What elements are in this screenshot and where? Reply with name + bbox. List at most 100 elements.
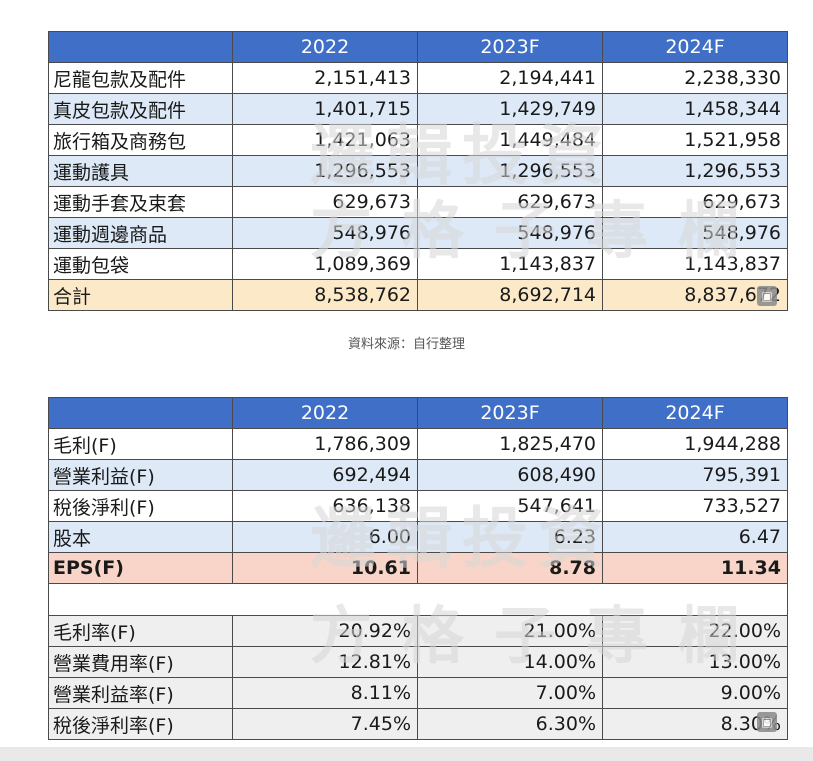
cell-value: 1,421,063 bbox=[232, 124, 418, 156]
row-label: 合計 bbox=[48, 279, 233, 311]
cell-value: 1,458,344 bbox=[602, 93, 788, 125]
row-label: 運動包袋 bbox=[48, 248, 233, 280]
table-row: 稅後淨利(F) 636,138 547,641 733,527 bbox=[48, 490, 788, 522]
product-revenue-table: 2022 2023F 2024F 尼龍包款及配件 2,151,413 2,194… bbox=[48, 31, 788, 311]
spacer-cell bbox=[48, 583, 788, 616]
cell-value: 8.11% bbox=[232, 677, 418, 709]
financial-forecast-table: 2022 2023F 2024F 毛利(F) 1,786,309 1,825,4… bbox=[48, 397, 788, 740]
table-row: 真皮包款及配件 1,401,715 1,429,749 1,458,344 bbox=[48, 93, 788, 125]
cell-value: 1,143,837 bbox=[417, 248, 603, 280]
spacer-row bbox=[48, 583, 788, 616]
row-label: 尼龍包款及配件 bbox=[48, 62, 233, 94]
cell-value: 548,976 bbox=[232, 217, 418, 249]
table-row: 毛利(F) 1,786,309 1,825,470 1,944,288 bbox=[48, 428, 788, 460]
header-cell: 2023F bbox=[417, 397, 603, 429]
cell-value: 12.81% bbox=[232, 646, 418, 678]
row-label: 旅行箱及商務包 bbox=[48, 124, 233, 156]
row-label: 營業利益率(F) bbox=[48, 677, 233, 709]
cell-value: 6.30% bbox=[417, 708, 603, 740]
cell-value: 22.00% bbox=[602, 615, 788, 647]
cell-value: 548,976 bbox=[602, 217, 788, 249]
table-row: 運動包袋 1,089,369 1,143,837 1,143,837 bbox=[48, 248, 788, 280]
cell-value: 1,429,749 bbox=[417, 93, 603, 125]
row-label: 稅後淨利率(F) bbox=[48, 708, 233, 740]
table-header-row: 2022 2023F 2024F bbox=[48, 397, 788, 429]
cell-value: 8,538,762 bbox=[232, 279, 418, 311]
cell-value: 14.00% bbox=[417, 646, 603, 678]
row-label: 運動護具 bbox=[48, 155, 233, 187]
row-label: 運動週邊商品 bbox=[48, 217, 233, 249]
cell-value: 1,089,369 bbox=[232, 248, 418, 280]
table-row: 毛利率(F) 20.92% 21.00% 22.00% bbox=[48, 615, 788, 647]
cell-value: 1,296,553 bbox=[232, 155, 418, 187]
cell-value: 795,391 bbox=[602, 459, 788, 491]
cell-value: 1,521,958 bbox=[602, 124, 788, 156]
cell-value: 6.47 bbox=[602, 521, 788, 553]
cell-value: 692,494 bbox=[232, 459, 418, 491]
cell-value: 636,138 bbox=[232, 490, 418, 522]
cell-value: 20.92% bbox=[232, 615, 418, 647]
cell-value: 7.45% bbox=[232, 708, 418, 740]
header-cell: 2022 bbox=[232, 397, 418, 429]
cell-value: 7.00% bbox=[417, 677, 603, 709]
cell-value: 6.00 bbox=[232, 521, 418, 553]
cell-value: 1,401,715 bbox=[232, 93, 418, 125]
table-row: 運動手套及束套 629,673 629,673 629,673 bbox=[48, 186, 788, 218]
cell-value: 1,786,309 bbox=[232, 428, 418, 460]
table-row: 運動週邊商品 548,976 548,976 548,976 bbox=[48, 217, 788, 249]
cell-value: 629,673 bbox=[232, 186, 418, 218]
cell-value: 11.34 bbox=[602, 552, 788, 584]
table-row: 營業利益(F) 692,494 608,490 795,391 bbox=[48, 459, 788, 491]
table-header-row: 2022 2023F 2024F bbox=[48, 31, 788, 63]
cell-value: 13.00% bbox=[602, 646, 788, 678]
table-row: 營業費用率(F) 12.81% 14.00% 13.00% bbox=[48, 646, 788, 678]
eps-row: EPS(F) 10.61 8.78 11.34 bbox=[48, 552, 788, 584]
header-cell: 2024F bbox=[602, 31, 788, 63]
header-cell: 2024F bbox=[602, 397, 788, 429]
cell-value: 2,151,413 bbox=[232, 62, 418, 94]
watermark-logo-icon: ▣ bbox=[757, 286, 777, 306]
row-label: 真皮包款及配件 bbox=[48, 93, 233, 125]
cell-value: 8.30% bbox=[602, 708, 788, 740]
cell-value: 2,238,330 bbox=[602, 62, 788, 94]
cell-value: 21.00% bbox=[417, 615, 603, 647]
row-label: EPS(F) bbox=[48, 552, 233, 584]
row-label: 營業利益(F) bbox=[48, 459, 233, 491]
cell-value: 733,527 bbox=[602, 490, 788, 522]
row-label: 稅後淨利(F) bbox=[48, 490, 233, 522]
header-cell bbox=[48, 397, 233, 429]
cell-value: 8,837,672 bbox=[602, 279, 788, 311]
cell-value: 629,673 bbox=[417, 186, 603, 218]
row-label: 股本 bbox=[48, 521, 233, 553]
cell-value: 548,976 bbox=[417, 217, 603, 249]
cell-value: 9.00% bbox=[602, 677, 788, 709]
cell-value: 1,825,470 bbox=[417, 428, 603, 460]
cell-value: 8,692,714 bbox=[417, 279, 603, 311]
cell-value: 1,143,837 bbox=[602, 248, 788, 280]
cell-value: 547,641 bbox=[417, 490, 603, 522]
watermark-logo-icon: ▣ bbox=[757, 712, 777, 732]
cell-value: 608,490 bbox=[417, 459, 603, 491]
source-note: 資料來源：自行整理 bbox=[347, 337, 465, 352]
cell-value: 1,449,484 bbox=[417, 124, 603, 156]
cell-value: 8.78 bbox=[417, 552, 603, 584]
table-row: 尼龍包款及配件 2,151,413 2,194,441 2,238,330 bbox=[48, 62, 788, 94]
bottom-edge bbox=[0, 747, 813, 761]
table-row: 股本 6.00 6.23 6.47 bbox=[48, 521, 788, 553]
cell-value: 6.23 bbox=[417, 521, 603, 553]
cell-value: 2,194,441 bbox=[417, 62, 603, 94]
cell-value: 1,944,288 bbox=[602, 428, 788, 460]
row-label: 營業費用率(F) bbox=[48, 646, 233, 678]
row-label: 毛利(F) bbox=[48, 428, 233, 460]
header-cell: 2022 bbox=[232, 31, 418, 63]
cell-value: 1,296,553 bbox=[602, 155, 788, 187]
header-cell: 2023F bbox=[417, 31, 603, 63]
cell-value: 1,296,553 bbox=[417, 155, 603, 187]
table-row: 營業利益率(F) 8.11% 7.00% 9.00% bbox=[48, 677, 788, 709]
header-cell bbox=[48, 31, 233, 63]
total-row: 合計 8,538,762 8,692,714 8,837,672 bbox=[48, 279, 788, 311]
cell-value: 10.61 bbox=[232, 552, 418, 584]
row-label: 毛利率(F) bbox=[48, 615, 233, 647]
row-label: 運動手套及束套 bbox=[48, 186, 233, 218]
cell-value: 629,673 bbox=[602, 186, 788, 218]
